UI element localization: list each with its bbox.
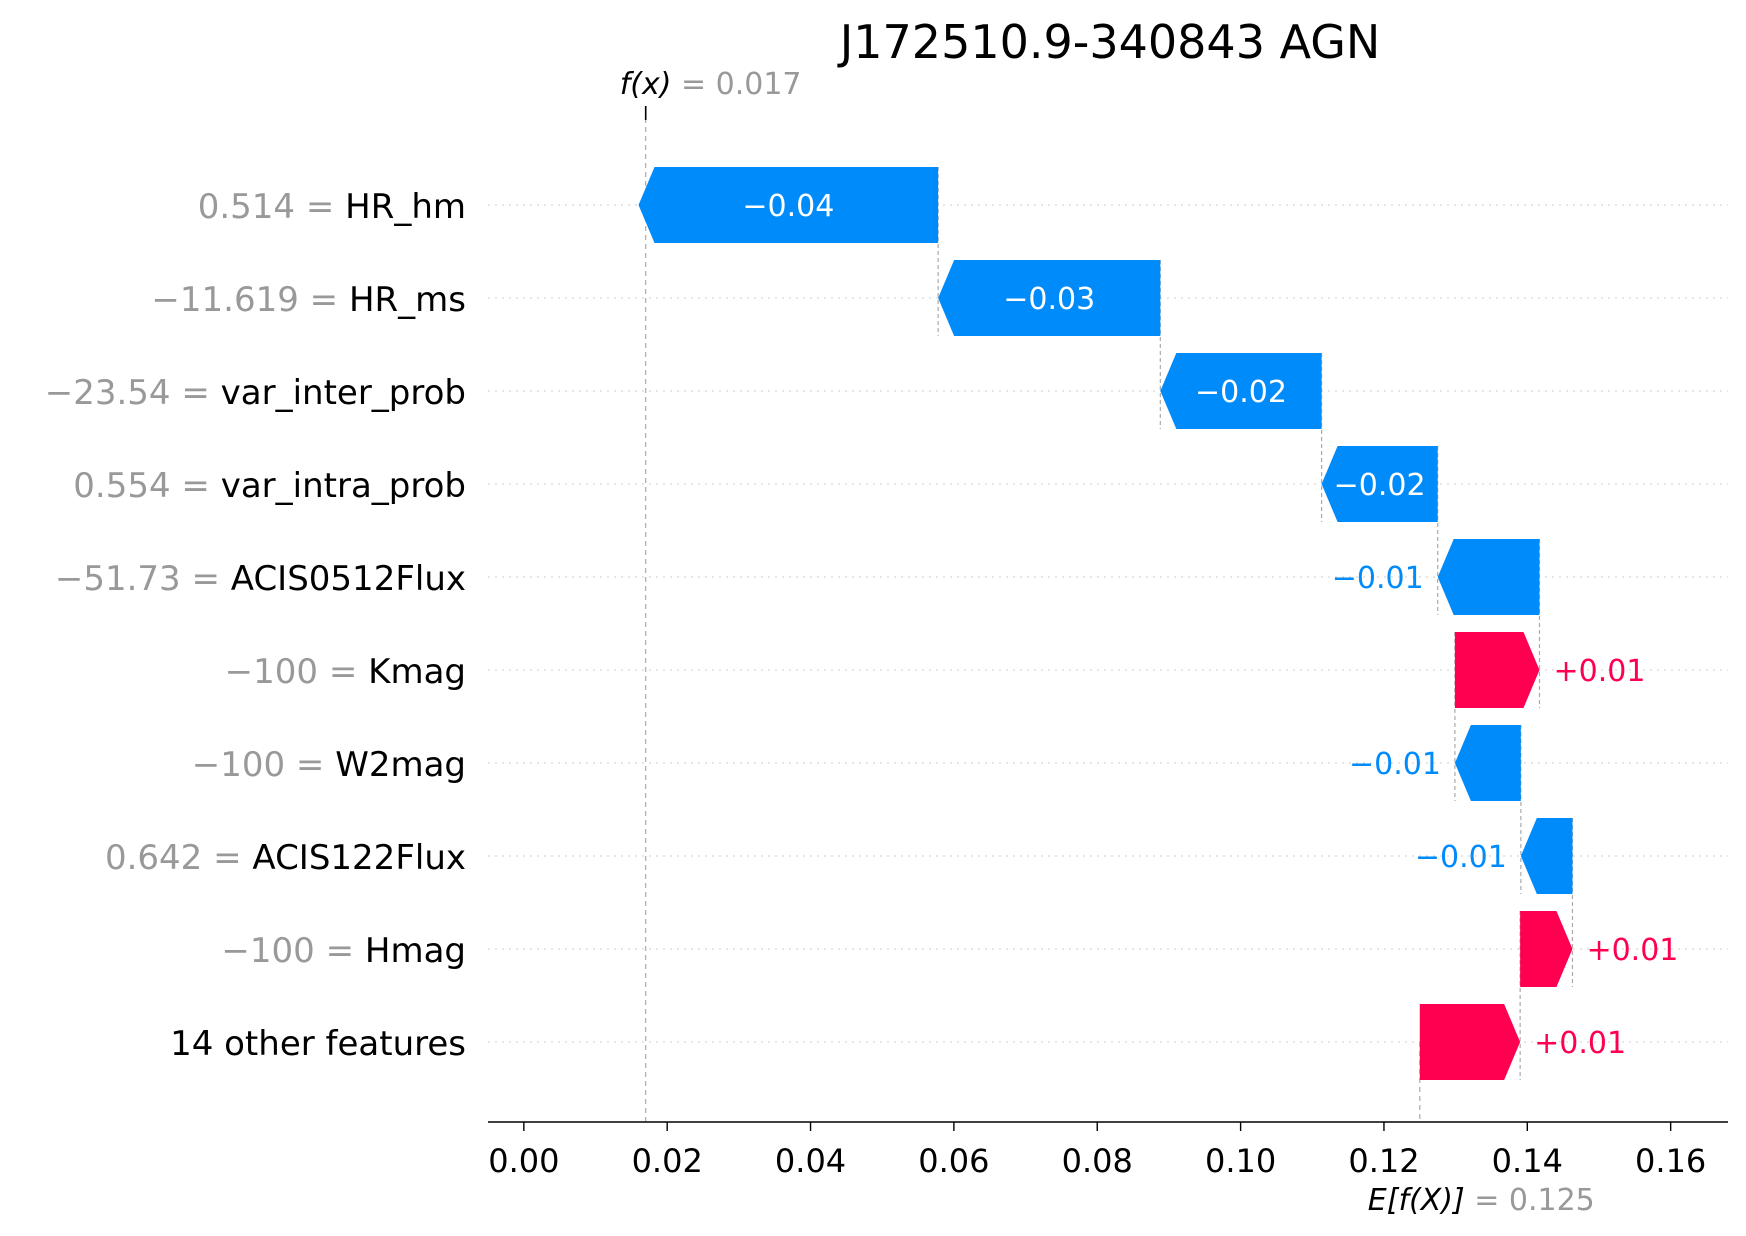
base-value-label: E[f(X)] = 0.125 [1368,1183,1595,1218]
bar-value-label: −0.01 [1415,840,1507,875]
feature-name: Hmag [365,931,466,971]
bar-value-label: −0.01 [1332,561,1424,596]
base-value-number: = 0.125 [1465,1183,1595,1218]
output-value-number: = 0.017 [671,67,801,102]
feature-value: 0.642 = [105,838,252,878]
feature-value: −100 = [192,745,336,785]
feature-value: −100 = [225,652,369,692]
bars: −0.04 −0.03 −0.02 −0.02 −0.01 +0.01 −0.01 −0.01… [638,167,1678,1080]
base-value-expr: E[f(X)] [1368,1183,1465,1218]
bar-value-label: −0.03 [1003,282,1095,317]
bar-value-label: +0.01 [1586,933,1678,968]
feature-label: −100 = Kmag [225,652,466,692]
x-tick-label: 0.14 [1492,1142,1563,1180]
feature-name: var_intra_prob [221,466,466,506]
feature-name: HR_hm [345,187,466,227]
feature-name: Kmag [368,652,466,692]
chart-title: J172510.9-340843 AGN [837,15,1381,69]
feature-label: −11.619 = HR_ms [151,280,466,320]
bar-value-label: −0.04 [742,189,834,224]
feature-value: 0.554 = [73,466,220,506]
x-tick-label: 0.08 [1062,1142,1133,1180]
bar-negative [638,167,939,243]
bar-negative [1160,353,1322,429]
feature-name: ACIS0512Flux [231,559,466,599]
bar-positive [1520,911,1573,987]
feature-name: 14 other features [170,1024,466,1064]
x-tick-label: 0.10 [1205,1142,1276,1180]
output-value-annotation: f(x) = 0.017 [620,67,802,120]
feature-value: −23.54 = [45,373,221,413]
bar-negative [938,260,1161,336]
output-value-label: f(x) = 0.017 [620,67,802,102]
feature-label: 0.642 = ACIS122Flux [105,838,466,878]
x-tick-label: 0.16 [1635,1142,1706,1180]
feature-label: −51.73 = ACIS0512Flux [55,559,466,599]
feature-label: 0.554 = var_intra_prob [73,466,466,506]
feature-value: −100 = [221,931,365,971]
x-tick-label: 0.12 [1348,1142,1419,1180]
feature-value: −51.73 = [55,559,231,599]
bar-negative [1520,818,1573,894]
feature-name: var_inter_prob [221,373,466,413]
feature-value: −11.619 = [151,280,349,320]
feature-label: 14 other features [170,1024,466,1064]
feature-label: 0.514 = HR_hm [198,187,466,227]
output-value-expr: f(x) [620,67,672,102]
feature-labels: 0.514 = HR_hm −11.619 = HR_ms −23.54 = var… [45,187,466,1064]
bar-value-label: −0.02 [1334,468,1426,503]
feature-name: ACIS122Flux [252,838,466,878]
feature-label: −100 = W2mag [192,745,466,785]
bar-value-label: −0.01 [1349,747,1441,782]
base-value-annotation: E[f(X)] = 0.125 [1368,1183,1595,1218]
x-tick-label: 0.00 [488,1142,559,1180]
bar-negative [1454,725,1521,801]
bar-value-label: +0.01 [1534,1026,1626,1061]
bar-positive [1419,1004,1521,1080]
feature-value: 0.514 = [198,187,345,227]
x-tick-label: 0.02 [632,1142,703,1180]
feature-name: HR_ms [349,280,466,320]
x-tick-label: 0.04 [775,1142,846,1180]
feature-name: W2mag [335,745,466,785]
bar-positive [1454,632,1540,708]
bar-negative [1321,446,1438,522]
feature-label: −100 = Hmag [221,931,466,971]
bar-negative [1437,539,1540,615]
feature-label: −23.54 = var_inter_prob [45,373,466,413]
x-axis: 0.00 0.02 0.04 0.06 0.08 0.10 0.12 0.14 0.16 [488,1121,1728,1180]
x-tick-label: 0.06 [918,1142,989,1180]
bar-value-label: −0.02 [1195,375,1287,410]
bar-value-label: +0.01 [1553,654,1645,689]
